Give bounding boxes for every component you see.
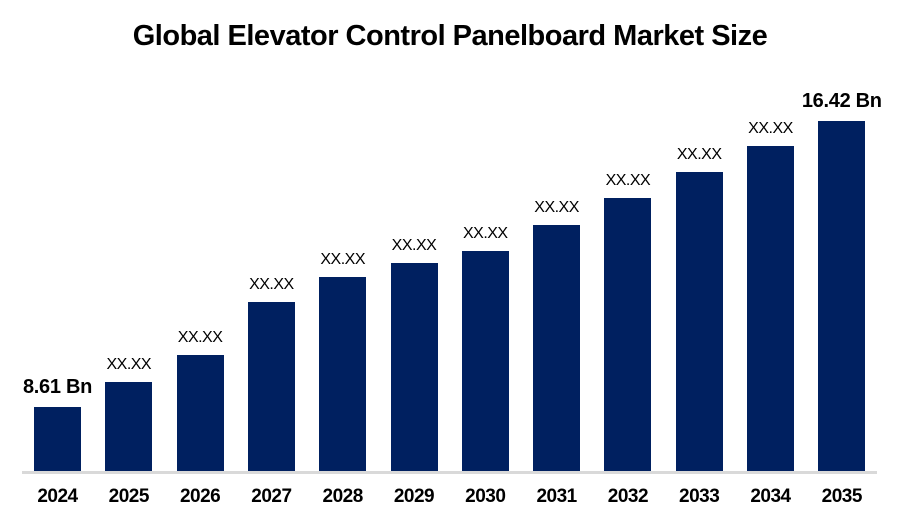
chart-title: Global Elevator Control Panelboard Marke… (132, 20, 768, 52)
x-tick-label-2026: 2026 (179, 486, 221, 507)
value-label-2034: XX.XX (748, 119, 793, 137)
bar-2035 (818, 121, 866, 471)
x-tick-label-2032: 2032 (607, 486, 649, 507)
bar-2032 (604, 197, 652, 471)
value-label-2026: XX.XX (177, 329, 223, 346)
bar-2026 (176, 355, 224, 471)
x-tick-label-2030: 2030 (465, 486, 506, 507)
bar-2030 (461, 250, 509, 471)
value-label-2031: XX.XX (534, 199, 579, 216)
bar-2033 (675, 171, 723, 471)
value-label-2029: XX.XX (391, 237, 437, 255)
x-tick-label-2035: 2035 (821, 486, 863, 507)
bar-2027 (247, 302, 295, 471)
x-tick-label-2029: 2029 (393, 486, 435, 507)
value-label-2035: 16.42 Bn (801, 90, 882, 112)
value-label-2025: XX.XX (106, 356, 152, 374)
x-tick-label-2028: 2028 (322, 486, 364, 507)
bar-2028 (319, 277, 367, 471)
value-label-2033: XX.XX (676, 145, 722, 163)
bar-2031 (533, 225, 581, 471)
value-label-2028: XX.XX (320, 251, 365, 269)
x-tick-label-2031: 2031 (536, 486, 577, 507)
value-label-2032: XX.XX (605, 171, 651, 189)
value-label-2024: 8.61 Bn (22, 376, 93, 398)
x-tick-label-2024: 2024 (37, 486, 78, 507)
x-axis-baseline (22, 471, 877, 474)
x-tick-label-2034: 2034 (750, 486, 791, 507)
value-label-2030: XX.XX (462, 224, 508, 242)
bar-2034 (747, 145, 794, 471)
value-label-2027: XX.XX (249, 276, 294, 294)
bar-2025 (105, 382, 153, 471)
bar-2024 (34, 407, 81, 471)
x-tick-label-2025: 2025 (108, 486, 150, 507)
x-tick-label-2027: 2027 (251, 486, 292, 507)
bar-2029 (390, 263, 438, 471)
x-tick-label-2033: 2033 (679, 486, 720, 507)
